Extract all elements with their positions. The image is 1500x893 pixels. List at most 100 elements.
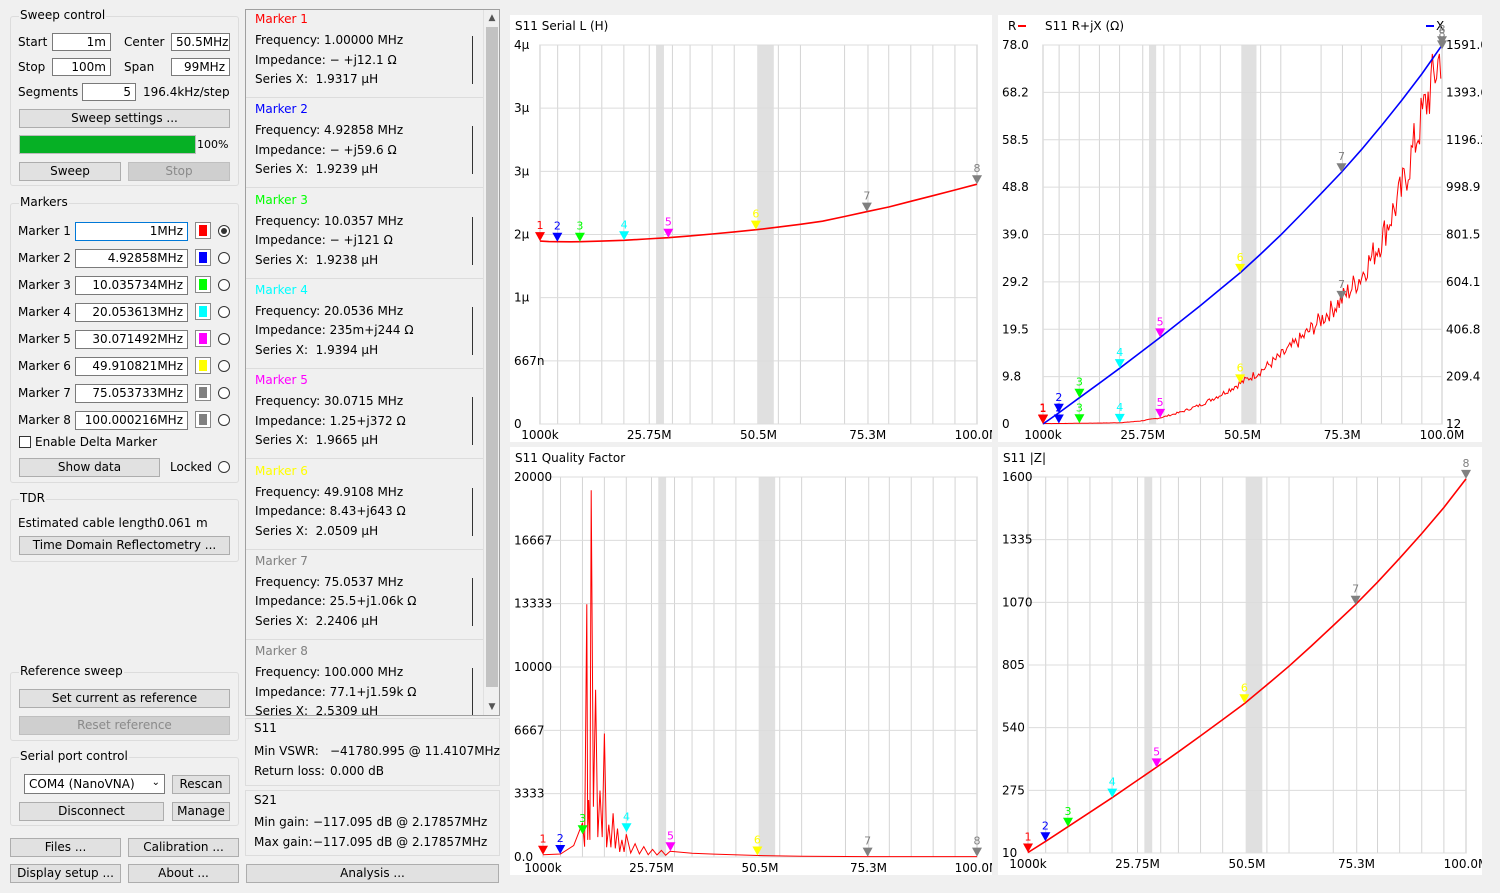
marker-6-triangle (1235, 263, 1246, 273)
center-input[interactable]: 50.5MHz (171, 33, 230, 51)
x-tick-label: 50.5M (740, 428, 777, 442)
marker-frequency-value: 75.0537 MHz (324, 574, 404, 589)
marker-row-label: Marker 5 (18, 332, 71, 346)
marker-detail-title: Marker 2 (255, 102, 308, 117)
marker-select-radio[interactable] (218, 306, 230, 318)
locked-label: Locked (170, 460, 212, 474)
rescan-button[interactable]: Rescan (172, 775, 230, 794)
about-button[interactable]: About ... (128, 864, 239, 883)
show-data-button[interactable]: Show data (19, 458, 160, 477)
marker-color-button[interactable] (195, 249, 211, 266)
marker-frequency-input[interactable]: 100.000216MHz (75, 411, 188, 430)
tdr-group: TDR (10, 491, 239, 562)
marker-details-panel[interactable]: Marker 1 Frequency: 1.00000 MHz Impedance:… (245, 9, 500, 716)
stop-input[interactable]: 100m (52, 58, 111, 76)
marker-select-radio[interactable] (218, 333, 230, 345)
marker-frequency-input[interactable]: 20.053613MHz (75, 303, 188, 322)
marker-color-swatch (199, 360, 207, 371)
field-label: Frequency: (255, 665, 321, 680)
chart-z-magnitude[interactable]: 1600 1335 1070 805 540 275 10 1000k 25.75M 50.5M 7… (998, 447, 1482, 875)
segments-label: Segments (18, 85, 79, 99)
reset-reference-button[interactable]: Reset reference (19, 716, 230, 735)
y-tick-label-right: 801.5 (1446, 228, 1480, 242)
marker-detail-fields: Frequency: 100.000 MHz Impedance: 77.1+j1… (255, 663, 416, 715)
port-select[interactable]: COM4 (NanoVNA) ⌄ (24, 774, 165, 794)
manage-button[interactable]: Manage (172, 802, 230, 821)
marker-color-button[interactable] (195, 276, 211, 293)
marker-2-label: 2 (1042, 819, 1049, 832)
marker-frequency-input[interactable]: 75.053733MHz (75, 384, 188, 403)
chart-serial-l[interactable]: 4μ 3μ 3μ 2μ 1μ 667n 0 1000k 25.75M 50.5M 75.3M 100.… (510, 15, 992, 442)
y-tick-label-right: 604.1 (1446, 275, 1480, 289)
min-vswr-label: Min VSWR: (254, 744, 319, 758)
marker-color-button[interactable] (195, 384, 211, 401)
marker-6-triangle (752, 846, 763, 856)
return-loss-label: Return loss: (254, 764, 325, 778)
marker-select-radio[interactable] (218, 360, 230, 372)
marker-4-triangle (621, 823, 632, 833)
y-tick-label: 540 (1002, 721, 1025, 735)
marker-select-radio[interactable] (218, 414, 230, 426)
y-tick-label-right: 406.8 (1446, 322, 1480, 336)
marker-select-radio[interactable] (218, 252, 230, 264)
disconnect-button[interactable]: Disconnect (19, 802, 164, 821)
marker-2-label: 2 (557, 832, 564, 845)
y-tick-label-right: 209.4 (1446, 370, 1480, 384)
chart-title: S11 |Z| (1003, 451, 1046, 465)
marker-3-triangle (1074, 388, 1085, 398)
marker-frequency-input[interactable]: 30.071492MHz (75, 330, 188, 349)
marker-frequency-input[interactable]: 1MHz (75, 222, 188, 241)
marker-frequency-row: Frequency: 30.0715 MHz (255, 392, 406, 412)
delta-marker-checkbox[interactable] (19, 436, 31, 448)
marker-frequency-input[interactable]: 49.910821MHz (75, 357, 188, 376)
marker-select-radio[interactable] (218, 387, 230, 399)
marker-color-button[interactable] (195, 330, 211, 347)
field-label: Impedance: (255, 504, 326, 518)
stop-button[interactable]: Stop (128, 162, 230, 181)
marker-3-label: 3 (1076, 376, 1083, 389)
field-label: Frequency: (255, 484, 321, 499)
marker-5-triangle (1151, 758, 1162, 768)
display-setup-button[interactable]: Display setup ... (10, 864, 121, 883)
marker-series-x-row: Series X: 1.9317 μH (255, 70, 403, 90)
marker-row-label: Marker 8 (18, 413, 71, 427)
marker-color-swatch (199, 252, 207, 263)
y-tick-label: 4μ (514, 38, 530, 52)
set-reference-button[interactable]: Set current as reference (19, 689, 230, 708)
scroll-down-icon[interactable]: ▼ (488, 702, 496, 712)
y-tick-label: 667n (514, 354, 545, 368)
files-button[interactable]: Files ... (10, 838, 121, 857)
span-input[interactable]: 99MHz (171, 58, 230, 76)
marker-5-label: 5 (1157, 315, 1164, 328)
analysis-button[interactable]: Analysis ... (246, 864, 499, 883)
marker-color-button[interactable] (195, 222, 211, 239)
marker-color-button[interactable] (195, 411, 211, 428)
calibration-button[interactable]: Calibration ... (128, 838, 239, 857)
chart-quality-factor[interactable]: 20000 16667 13333 10000 6667 3333 0.0 1000k 25.7… (510, 447, 992, 875)
marker-series-x-row: Series X: 2.5309 μH (255, 702, 416, 715)
scroll-up-icon[interactable]: ▲ (488, 13, 496, 23)
locked-radio[interactable] (218, 461, 230, 473)
segments-input[interactable]: 5 (82, 83, 136, 101)
marker-frequency-input[interactable]: 10.035734MHz (75, 276, 188, 295)
marker-7-label: 7 (863, 190, 870, 203)
marker-6-triangle (1239, 694, 1250, 704)
tdr-button[interactable]: Time Domain Reflectometry ... (19, 536, 230, 555)
s21-summary-title: S21 (254, 793, 277, 807)
marker-2-label: 2 (554, 220, 561, 233)
marker-5-label: 5 (1153, 745, 1160, 758)
details-scrollbar[interactable]: ▲ ▼ (483, 10, 499, 715)
sweep-button[interactable]: Sweep (19, 162, 121, 181)
marker-select-radio[interactable] (218, 225, 230, 237)
scroll-thumb[interactable] (486, 27, 498, 687)
marker-color-button[interactable] (195, 357, 211, 374)
marker-frequency-input[interactable]: 4.92858MHz (75, 249, 188, 268)
marker-select-radio[interactable] (218, 279, 230, 291)
marker-color-button[interactable] (195, 303, 211, 320)
chart-rjx[interactable]: 78.068.258.548.839.029.219.59.801591.013… (998, 15, 1482, 442)
start-input[interactable]: 1m (52, 33, 111, 51)
sweep-settings-button[interactable]: Sweep settings ... (19, 109, 230, 128)
marker-4-label: 4 (1116, 401, 1123, 414)
marker-4-triangle (1114, 359, 1125, 369)
x-tick-label: 75.3M (1338, 857, 1375, 871)
